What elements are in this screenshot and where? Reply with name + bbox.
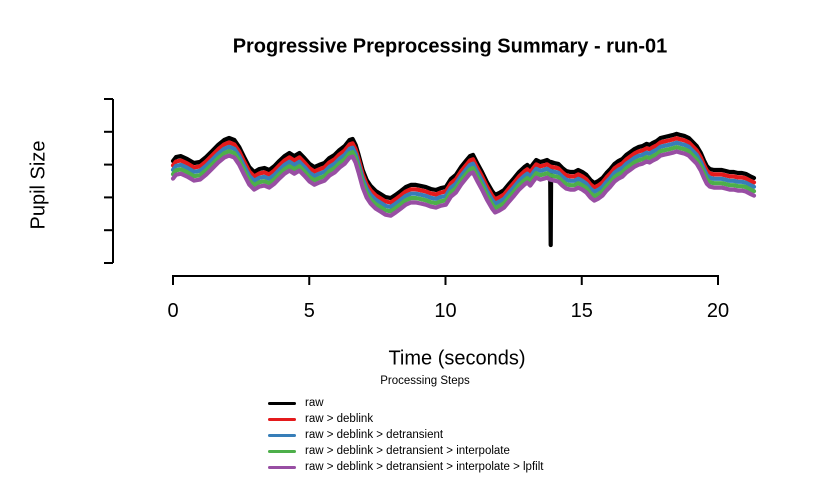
series-line-raw xyxy=(170,131,757,248)
legend-item-label: raw > deblink xyxy=(305,413,374,425)
x-tick-label: 5 xyxy=(304,300,315,322)
legend-item-detransient: raw > deblink > detransient xyxy=(268,427,443,443)
series-line-raw-deblink-detransient-interpolate-lpfilt xyxy=(170,149,757,218)
x-tick-label: 10 xyxy=(434,300,456,322)
x-tick-label: 0 xyxy=(167,300,178,322)
y-axis-label: Pupil Size xyxy=(27,140,50,230)
legend-item-label: raw > deblink > detransient > interpolat… xyxy=(305,445,510,457)
x-tick-label: 15 xyxy=(571,300,593,322)
legend-item-label: raw > deblink > detransient xyxy=(305,429,444,441)
legend-item-label: raw > deblink > detransient > interpolat… xyxy=(305,461,544,473)
legend-title: Processing Steps xyxy=(380,375,470,387)
legend-item-lpfilt: raw > deblink > detransient > interpolat… xyxy=(268,459,543,475)
legend-line-swatch xyxy=(268,401,296,405)
legend-line-swatch xyxy=(268,417,296,421)
chart-title: Progressive Preprocessing Summary - run-… xyxy=(232,35,668,58)
series-line-raw-deblink-detransient xyxy=(170,140,757,209)
series-line-raw-deblink xyxy=(170,136,757,205)
legend-item-label: raw xyxy=(305,397,324,409)
x-axis-label: Time (seconds) xyxy=(388,347,526,370)
legend-item-deblink: raw > deblink xyxy=(268,411,373,427)
series-line-raw-deblink-detransient-interpolate xyxy=(170,145,757,214)
legend-item-raw: raw xyxy=(268,395,324,411)
legend-item-interpolate: raw > deblink > detransient > interpolat… xyxy=(268,443,510,459)
legend-line-swatch xyxy=(268,433,296,437)
x-tick-label: 20 xyxy=(707,300,729,322)
legend-line-swatch xyxy=(268,465,296,469)
legend-line-swatch xyxy=(268,449,296,453)
